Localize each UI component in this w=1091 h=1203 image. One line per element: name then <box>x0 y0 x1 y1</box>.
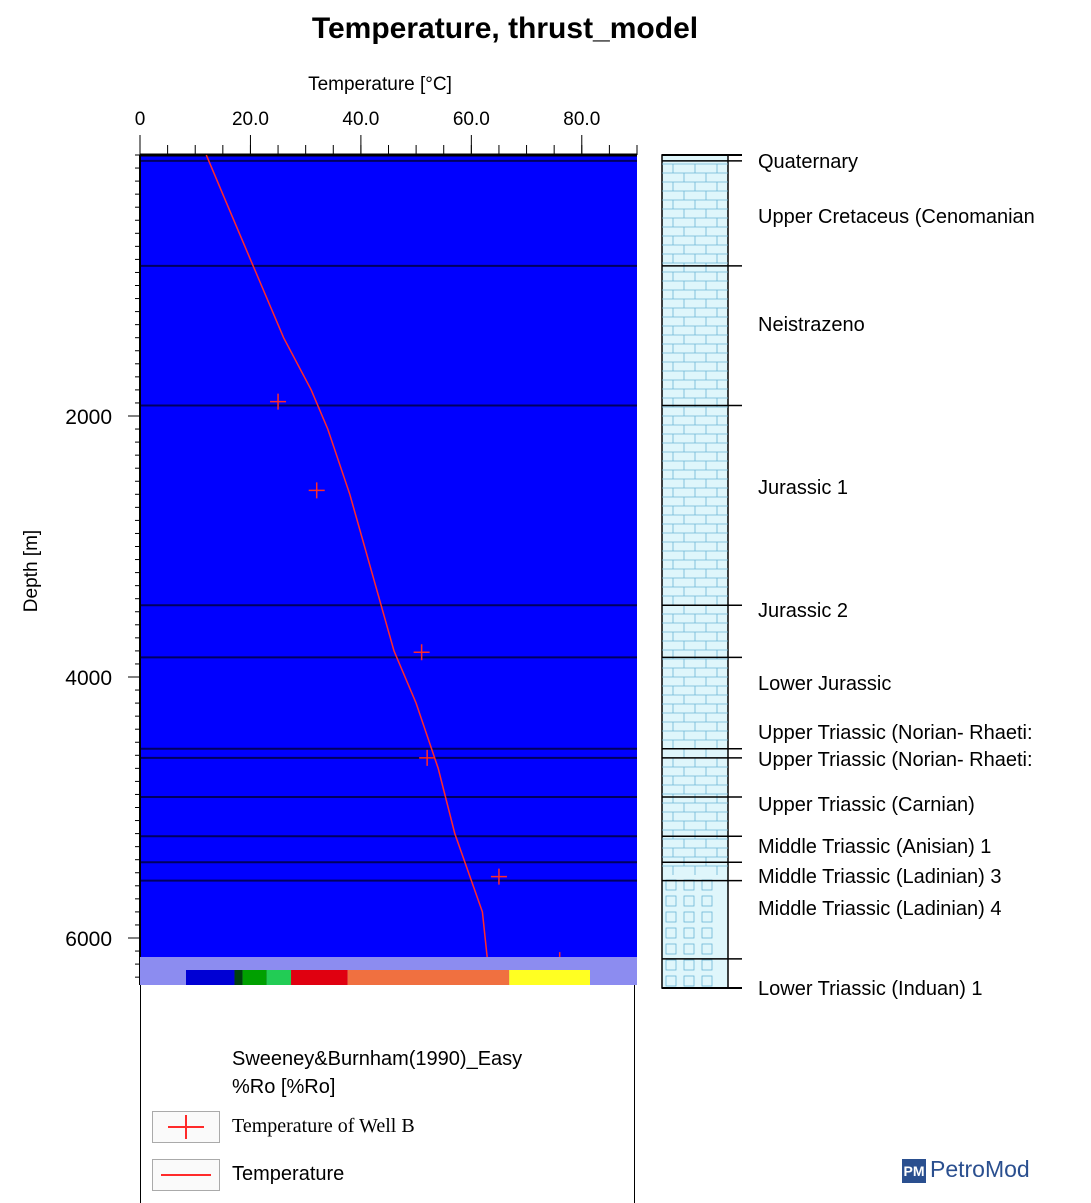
lithology-pattern-block <box>701 943 713 955</box>
well-b-point <box>308 482 325 499</box>
well-b-point <box>413 644 430 661</box>
lithology-pattern-block <box>701 911 713 923</box>
lithology-pattern-block <box>701 927 713 939</box>
line-marker-icon <box>161 1174 211 1176</box>
lithology-pattern-block <box>683 927 695 939</box>
legend-item-temperature: Temperature <box>232 1163 345 1185</box>
lithology-pattern-block <box>665 943 677 955</box>
formation-label: Lower Triassic (Induan) 1 <box>758 978 983 1000</box>
legend-panel <box>140 985 635 1203</box>
petromod-logo: PM PetroMod <box>902 1156 1030 1183</box>
cross-marker-icon <box>168 1115 204 1139</box>
lithology-pattern-block <box>701 959 713 971</box>
formation-label: Upper Triassic (Carnian) <box>758 794 975 816</box>
colorbar-label: Sweeney&Burnham(1990)_Easy %Ro [%Ro] <box>232 1045 522 1101</box>
y-tick-label: 6000 <box>65 928 112 951</box>
plot-background <box>140 155 637 957</box>
formation-label: Middle Triassic (Anisian) 1 <box>758 836 991 858</box>
colorbar-label-line2: %Ro [%Ro] <box>232 1076 336 1098</box>
formation-label: Jurassic 1 <box>758 477 848 499</box>
brand-name: PetroMod <box>930 1156 1030 1182</box>
lithology-pattern-block <box>665 927 677 939</box>
lithology-pattern-block <box>665 911 677 923</box>
x-tick-label: 60.0 <box>453 109 490 130</box>
formation-label: Middle Triassic (Ladinian) 3 <box>758 866 1001 888</box>
colorbar-label-line1: Sweeney&Burnham(1990)_Easy <box>232 1048 523 1070</box>
formation-label: Upper Triassic (Norian- Rhaeti: <box>758 749 1033 771</box>
chart-title: Temperature, thrust_model <box>311 12 699 45</box>
legend-item-well: Temperature of Well B <box>232 1115 415 1137</box>
colorbar-segment <box>234 970 243 992</box>
legend-swatch-temperature <box>152 1159 220 1191</box>
well-b-point <box>419 749 436 766</box>
lithology-pattern-block <box>683 911 695 923</box>
lithology-pattern-block <box>701 975 713 987</box>
brand-mark: PM <box>902 1158 926 1183</box>
legend-swatch-well <box>152 1111 220 1143</box>
x-axis-label: Temperature [°C] <box>308 74 452 95</box>
x-tick-label: 20.0 <box>232 109 269 130</box>
formation-label: Quaternary <box>758 151 858 173</box>
lithology-pattern-block <box>683 943 695 955</box>
formation-label: Upper Triassic (Norian- Rhaeti: <box>758 722 1033 744</box>
formation-label: Upper Cretaceus (Cenomanian <box>758 206 1035 228</box>
x-tick-label: 0 <box>135 109 146 130</box>
formation-label: Middle Triassic (Ladinian) 4 <box>758 898 1001 920</box>
formation-label: Neistrazeno <box>758 314 865 336</box>
well-b-point <box>270 393 287 410</box>
y-tick-label: 2000 <box>65 406 112 429</box>
lithology-pattern-block <box>665 959 677 971</box>
y-tick-label: 4000 <box>65 667 112 690</box>
formation-label: Lower Jurassic <box>758 673 891 695</box>
lithology-pattern-block <box>701 895 713 907</box>
lithology-pattern-block <box>683 895 695 907</box>
formation-label: Jurassic 2 <box>758 600 848 622</box>
lithology-pattern-block <box>683 975 695 987</box>
x-tick-label: 80.0 <box>563 109 600 130</box>
well-b-point <box>490 868 507 885</box>
temperature-line <box>205 154 500 997</box>
lithology-pattern-block <box>683 959 695 971</box>
x-tick-label: 40.0 <box>342 109 379 130</box>
lithology-pattern-block <box>665 895 677 907</box>
lithology-pattern-block <box>665 975 677 987</box>
